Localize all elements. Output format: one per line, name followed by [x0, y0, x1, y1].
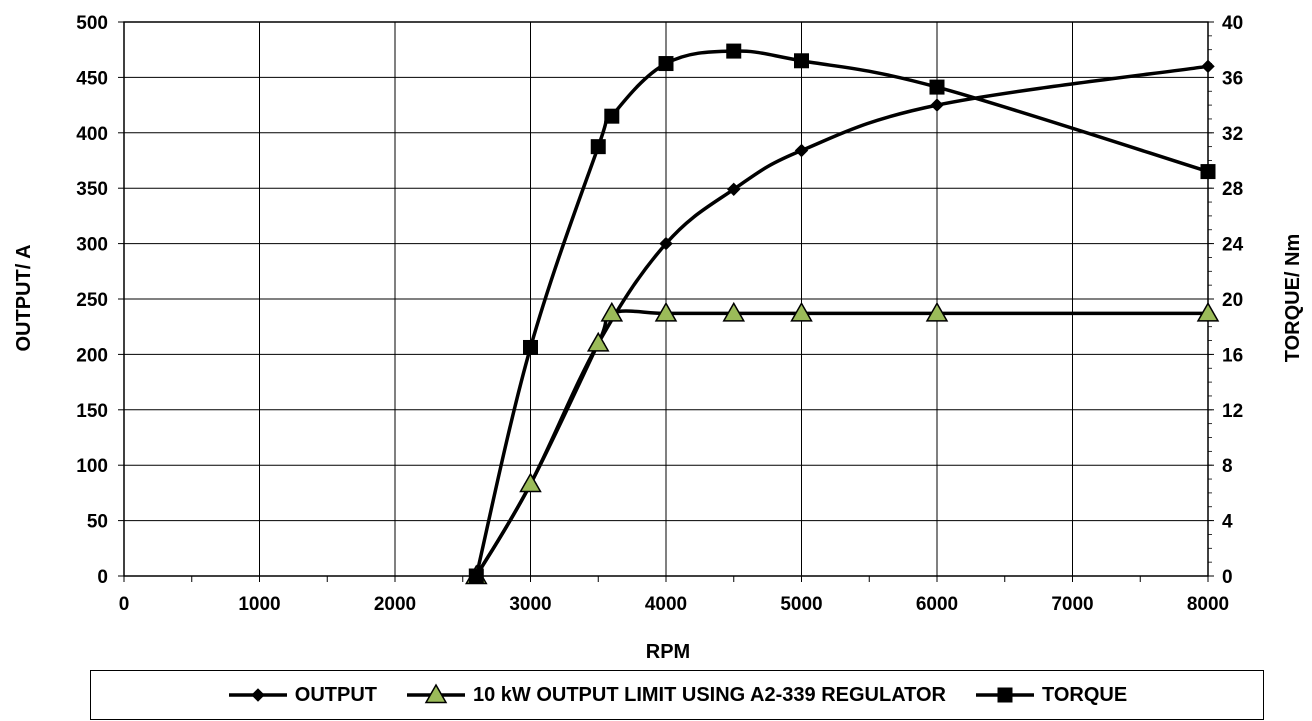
series-line: [474, 64, 1209, 577]
x-tick-label: 2000: [374, 594, 416, 615]
data-point: [251, 688, 265, 702]
series-group: [468, 43, 1216, 584]
y-tick-label: 500: [76, 13, 108, 34]
legend-item: TORQUE: [974, 683, 1127, 707]
legend: OUTPUT 10 kW OUTPUT LIMIT USING A2-339 RE…: [90, 670, 1264, 720]
x-tick-label: 3000: [509, 594, 551, 615]
y2-tick-label: 8: [1222, 456, 1233, 477]
y-tick-label: 300: [76, 235, 108, 256]
data-point: [1201, 59, 1215, 74]
y2-tick-label: 32: [1222, 124, 1243, 145]
y-tick-label: 0: [97, 567, 108, 588]
x-tick-label: 4000: [645, 594, 687, 615]
legend-swatch: [228, 688, 287, 702]
x-tick-label: 8000: [1187, 594, 1229, 615]
y-tick-label: 150: [76, 401, 108, 422]
x-axis-title: RPM: [646, 641, 690, 663]
y2-tick-label: 24: [1222, 235, 1244, 256]
legend-label: TORQUE: [1042, 683, 1128, 706]
legend-item: 10 kW OUTPUT LIMIT USING A2-339 REGULATO…: [405, 683, 946, 707]
legend-label: OUTPUT: [294, 683, 377, 706]
y-tick-label: 450: [76, 68, 108, 89]
y2-tick-label: 0: [1222, 567, 1233, 588]
y-axis-title: OUTPUT/ A: [13, 244, 35, 351]
x-tick-label: 7000: [1051, 594, 1093, 615]
x-tick-label: 1000: [238, 594, 280, 615]
data-point: [523, 339, 538, 355]
data-point: [659, 236, 673, 251]
legend-swatch: [976, 687, 1035, 703]
data-point: [586, 331, 610, 352]
y-tick-label: 100: [76, 456, 108, 477]
data-point: [604, 108, 620, 124]
data-point: [722, 301, 746, 322]
data-point: [1200, 164, 1216, 180]
y-tick-label: 400: [76, 124, 108, 145]
data-point: [654, 301, 678, 322]
x-tick-label: 5000: [780, 594, 822, 615]
data-point: [590, 139, 606, 155]
y2-tick-label: 12: [1222, 401, 1243, 422]
data-point: [997, 687, 1013, 703]
legend-label: 10 kW OUTPUT LIMIT USING A2-339 REGULATO…: [472, 683, 947, 706]
y-tick-label: 350: [76, 179, 108, 200]
data-point: [794, 53, 809, 69]
y-tick-label: 250: [76, 290, 108, 311]
axes: 0 1000 2000 3000 4000 5000 6000 7000 80000501001…: [76, 13, 1243, 615]
series-group: [465, 301, 1220, 585]
y-tick-label: 200: [76, 345, 108, 366]
data-point: [925, 301, 949, 322]
data-point: [727, 182, 741, 197]
data-point: [790, 301, 813, 322]
grid: [123, 21, 1209, 577]
data-point: [930, 98, 944, 112]
data-point: [929, 79, 945, 95]
y2-tick-label: 28: [1222, 179, 1243, 200]
legend-swatch: [406, 683, 465, 704]
x-tick-label: 0: [119, 594, 130, 615]
data-point: [600, 301, 624, 322]
data-point: [468, 568, 484, 584]
series-layer: [465, 43, 1220, 585]
series-line: [474, 309, 1208, 577]
y2-tick-label: 4: [1222, 512, 1233, 533]
legend-item: OUTPUT: [227, 683, 377, 707]
y2-tick-label: 36: [1222, 68, 1243, 89]
data-point: [519, 472, 542, 493]
data-point: [794, 143, 809, 158]
y2-tick-label: 16: [1222, 345, 1243, 366]
y2-tick-label: 40: [1222, 13, 1243, 34]
data-point: [726, 43, 742, 59]
data-point: [658, 56, 674, 72]
y2-axis-title: TORQUE/ Nm: [1282, 234, 1304, 363]
y-tick-label: 50: [87, 512, 108, 533]
data-point: [424, 683, 448, 704]
data-point: [1196, 301, 1220, 322]
chart-canvas: 0 1000 2000 3000 4000 5000 6000 7000 80000501001…: [13, 13, 1304, 663]
y2-tick-label: 20: [1222, 290, 1243, 311]
x-tick-label: 6000: [916, 594, 958, 615]
